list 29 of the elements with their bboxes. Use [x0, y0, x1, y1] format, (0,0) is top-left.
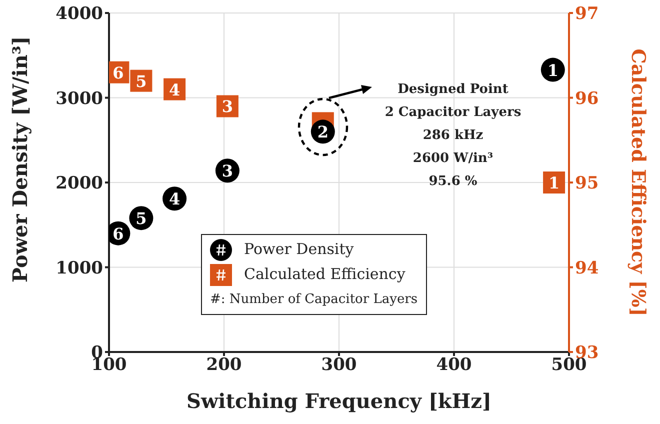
annotation: 1	[548, 174, 560, 192]
x-tick-label: 200	[206, 355, 242, 376]
y-tick-label: 1000	[56, 258, 104, 278]
y2-axis-title: Calculated Efficiency [%]	[627, 48, 649, 316]
y2-tick-label: 96	[575, 88, 599, 109]
annotation: 6	[112, 224, 124, 244]
y2-tick-label: 97	[575, 4, 599, 24]
y-tick-label: 2000	[56, 174, 104, 194]
x-tick-label: 400	[436, 355, 472, 376]
annotation: Designed Point 2 Capacitor Layers 286 kHz 2600 W/in³ 95.6 %	[384, 82, 522, 189]
legend-label: Calculated Efficiency	[244, 264, 406, 285]
annotation: #: Number of Capacitor Layers	[210, 291, 418, 309]
x-axis-title: Switching Frequency [kHz]	[186, 389, 492, 413]
annotation: 6	[112, 63, 124, 82]
y-tick-label: 4000	[56, 4, 104, 24]
legend-label: Power Density	[244, 239, 354, 260]
y2-tick-label: 94	[575, 258, 599, 278]
annotation: 1	[547, 60, 558, 80]
y-axis-title: Power Density [W/in³]	[8, 36, 32, 282]
annotation: 5	[136, 72, 147, 91]
y-tick-label: 3000	[56, 88, 104, 109]
annotation: 4	[168, 190, 180, 209]
annotation: 2	[317, 122, 328, 142]
annotation: 4	[168, 80, 180, 100]
y2-tick-label: 95	[575, 174, 599, 194]
annotation: 5	[136, 209, 147, 228]
x-tick-label: 300	[321, 355, 357, 376]
annotation: 3	[222, 97, 234, 116]
annotation: 3	[222, 162, 234, 181]
